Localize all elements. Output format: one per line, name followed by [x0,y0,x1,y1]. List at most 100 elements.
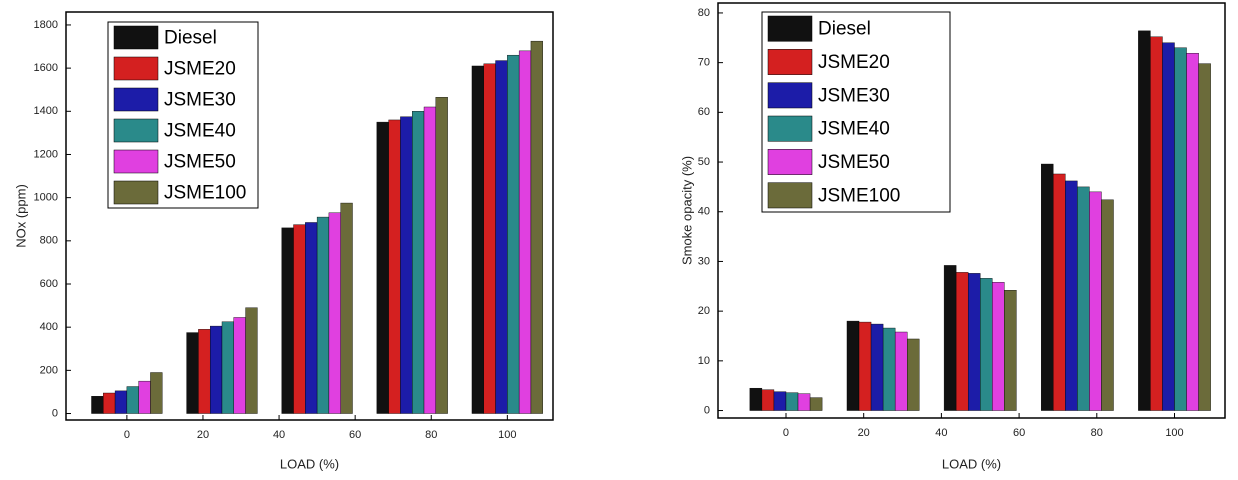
bar [138,380,151,414]
legend-label: JSME30 [818,85,890,106]
bar [530,40,543,414]
legend-label: JSME100 [164,183,246,204]
legend-swatch [113,118,159,143]
bar [495,60,508,414]
bar [882,327,896,411]
x-tick-label: 80 [1091,427,1103,439]
bar [785,392,799,411]
legend-label: JSME50 [818,152,890,173]
bar [507,54,520,414]
bar [1138,30,1151,411]
y-tick-label: 10 [698,355,710,367]
y-tick-label: 60 [698,106,710,118]
legend-label: JSME40 [818,119,890,140]
bar [1077,186,1090,411]
bar [870,323,884,411]
y-tick-label: 0 [52,407,58,419]
y-axis-title: Smoke opacity (%) [679,156,694,265]
bar [1162,42,1175,411]
legend-swatch [767,115,813,142]
bar [1041,163,1054,411]
bar [1174,47,1187,411]
bar [1004,290,1017,411]
legend-swatch [113,25,159,50]
bar [1053,173,1066,411]
legend-label: JSME100 [818,185,900,206]
legend-swatch [113,149,159,174]
bar [388,119,401,414]
bar [992,282,1005,411]
legend-label: JSME20 [164,59,236,80]
bar [858,321,872,411]
legend-swatch [767,82,813,109]
legend-swatch [113,180,159,205]
bar [376,121,389,414]
legend-box [761,11,951,213]
bar [1089,191,1102,411]
y-tick-label: 0 [704,404,710,416]
legend-label: Diesel [164,28,217,49]
y-tick-label: 70 [698,57,710,69]
y-tick-label: 20 [698,305,710,317]
bar [316,216,330,414]
y-tick-label: 80 [698,7,710,19]
bar [761,389,775,411]
y-tick-label: 1600 [34,62,58,74]
bar [809,397,823,411]
y-axis-title: NOx (ppm) [13,184,28,248]
x-tick-label: 60 [1013,427,1025,439]
bar [435,97,448,414]
bar [233,317,246,414]
legend-swatch [767,149,813,175]
bar [114,390,128,414]
bar [281,227,294,414]
y-tick-label: 600 [40,278,58,290]
x-tick-label: 20 [197,429,209,441]
legend-label: JSME50 [164,152,236,173]
bar [103,392,116,414]
bar [967,273,981,411]
bar [400,116,413,414]
bar [209,325,223,414]
bar [221,321,234,414]
x-tick-label: 80 [425,429,437,441]
bar [749,387,763,411]
legend-swatch [767,182,813,209]
bar [1101,199,1114,411]
bar [518,50,532,414]
x-tick-label: 0 [783,427,789,439]
x-tick-label: 60 [349,429,361,441]
bar [126,386,139,414]
x-tick-label: 100 [1165,427,1183,439]
bar [305,222,318,414]
bar [980,278,993,411]
bar [1186,52,1199,411]
x-tick-label: 100 [498,429,516,441]
y-tick-label: 1800 [34,19,58,31]
bar [797,393,811,411]
bar [907,338,920,411]
bar [773,391,787,411]
y-tick-label: 200 [40,364,58,376]
y-tick-label: 50 [698,156,710,168]
bar [894,331,908,411]
y-tick-label: 1400 [34,105,58,117]
bar [1198,63,1211,411]
bar [293,224,306,414]
bar [328,212,341,414]
y-tick-label: 800 [40,235,58,247]
plot-frame [65,11,554,421]
bar [245,307,258,414]
bar [412,111,425,414]
x-axis-title: LOAD (%) [280,456,339,471]
bar [1065,180,1078,411]
bar [955,272,969,411]
legend-swatch [113,87,159,112]
bar [198,329,211,414]
legend-label: Diesel [818,19,871,40]
y-tick-label: 40 [698,206,710,218]
bar [471,65,484,414]
legend-swatch [767,15,813,42]
bar [186,332,199,414]
